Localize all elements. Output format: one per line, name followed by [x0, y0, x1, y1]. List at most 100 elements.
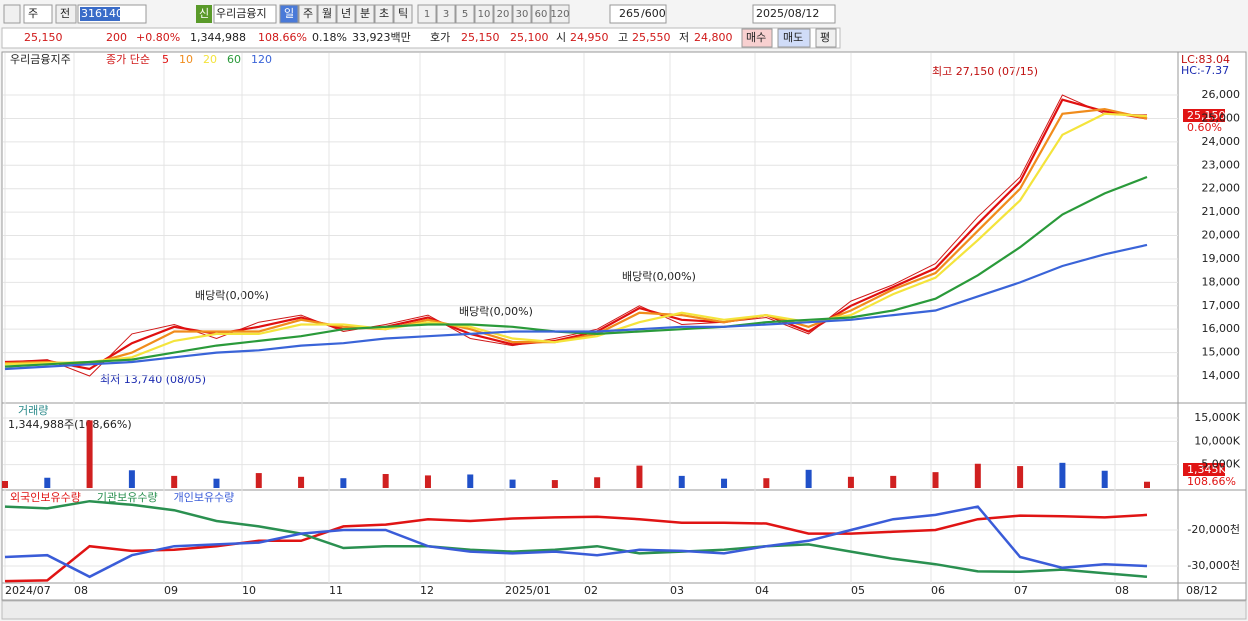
legend-title: 우리금융지주	[10, 53, 71, 66]
y-tick-label: -20,000천	[1187, 522, 1240, 536]
name-box[interactable]	[213, 4, 277, 24]
interval-button[interactable]	[493, 4, 513, 24]
dividend-annotation: 배당락(0,00%)	[195, 289, 269, 302]
price: 25,150	[24, 31, 63, 44]
period-button[interactable]	[355, 4, 375, 24]
dividend-annotation: 배당락(0,00%)	[459, 305, 533, 318]
last-volume-box	[1183, 463, 1225, 476]
x-tick-label: 09	[164, 584, 178, 597]
y-tick-label: 24,000	[1202, 135, 1241, 148]
y-tick-label: 10,000K	[1194, 434, 1240, 447]
period: 일	[284, 6, 294, 20]
period-button[interactable]	[317, 4, 337, 24]
period-button[interactable]	[298, 4, 318, 24]
last-price-box	[1183, 109, 1225, 122]
interval: 3	[443, 9, 449, 20]
period: 초	[379, 7, 389, 20]
period-button[interactable]	[336, 4, 356, 24]
open: 24,950	[570, 31, 609, 44]
interval-button[interactable]	[550, 4, 570, 24]
y-tick-label: 5,000K	[1201, 458, 1240, 471]
y-tick-label: 19,000	[1202, 252, 1241, 265]
interval: 10	[478, 9, 491, 20]
interval-button[interactable]	[417, 4, 437, 24]
count-box[interactable]	[609, 4, 667, 24]
amount: 33,923백만	[352, 31, 411, 44]
volume-bar	[1144, 481, 1150, 488]
volume-bar	[932, 472, 939, 488]
period-button[interactable]	[393, 4, 413, 24]
market: 주	[28, 7, 38, 20]
y-tick-label: 20,000	[1202, 229, 1241, 242]
avg: 평	[820, 31, 830, 44]
bid: 25,100	[510, 31, 549, 44]
scrollbar[interactable]	[1, 600, 1247, 620]
x-tick-label: 07	[1014, 584, 1028, 597]
period-button[interactable]	[374, 4, 394, 24]
x-tick-label: 2025/01	[505, 584, 551, 597]
sell-button[interactable]	[777, 28, 811, 48]
market-select[interactable]	[23, 4, 53, 24]
volume-bar	[1101, 470, 1108, 488]
x-tick-label: 2024/07	[5, 584, 51, 597]
low: 24,800	[694, 31, 733, 44]
code: 316140	[81, 7, 123, 20]
x-last: 08/12	[1186, 584, 1218, 597]
series-line	[4, 112, 1148, 366]
stock-name: 우리금융지	[216, 7, 267, 20]
x-tick-label: 10	[242, 584, 256, 597]
volume: 1,344,988	[190, 31, 246, 44]
high-annotation: 최고 27,150 (07/15)	[932, 65, 1038, 78]
volume-bar	[763, 478, 770, 488]
turnover: 0.18%	[312, 31, 347, 44]
series-line	[4, 505, 1148, 579]
toolbar: 주 전 316140 신 우리금융지 265 /600 2025/08/12 일…	[3, 4, 836, 24]
volume-bar	[86, 420, 93, 488]
avg-button[interactable]	[815, 28, 837, 48]
legend-entry: 120	[251, 53, 272, 66]
open-label: 시	[556, 31, 566, 44]
volume-bar	[1017, 466, 1024, 488]
period: 틱	[398, 7, 408, 20]
y-tick-label: 15,000K	[1194, 411, 1240, 424]
y-tick-label: 26,000	[1202, 88, 1241, 101]
interval-button[interactable]	[531, 4, 551, 24]
interval-button[interactable]	[512, 4, 532, 24]
change: 200	[106, 31, 127, 44]
volume-ratio: 108.66%	[258, 31, 307, 44]
period-button[interactable]	[279, 4, 299, 24]
x-tick-label: 11	[329, 584, 343, 597]
buy: 매수	[746, 31, 766, 44]
icon[interactable]	[3, 4, 21, 24]
flag: 신	[199, 7, 209, 20]
buy-button[interactable]	[741, 28, 773, 48]
interval-button[interactable]	[455, 4, 475, 24]
ask-label: 호가	[430, 31, 450, 44]
period: 월	[322, 7, 332, 20]
volume-bar	[847, 476, 854, 488]
x-tick-label: 08	[1115, 584, 1129, 597]
ask: 25,150	[461, 31, 500, 44]
interval-button[interactable]	[436, 4, 456, 24]
x-tick-label: 06	[931, 584, 945, 597]
legend-entry: 기관보유수량	[97, 491, 158, 504]
volume-bar	[255, 473, 262, 488]
legend-entry: 5	[162, 53, 169, 66]
volume-bar	[594, 477, 601, 488]
last-volume-rate: 108.66%	[1187, 475, 1236, 488]
volume-title: 거래량	[18, 404, 48, 417]
date-box[interactable]	[752, 4, 836, 24]
legend-entry: 60	[227, 53, 241, 66]
volume-bar	[974, 463, 981, 488]
date: 2025/08/12	[756, 7, 819, 20]
volume-bar	[424, 475, 431, 488]
hc: HC:-7.37	[1181, 64, 1229, 77]
y-tick-label: -30,000천	[1187, 558, 1240, 572]
dividend-annotation: 배당락(0,00%)	[622, 270, 696, 283]
y-tick-label: 18,000	[1202, 275, 1241, 288]
y-tick-label: 21,000	[1202, 205, 1241, 218]
interval-button[interactable]	[474, 4, 494, 24]
range-button[interactable]	[55, 4, 77, 24]
y-tick-label: 25,000	[1202, 111, 1241, 124]
y-tick-label: 16,000	[1202, 322, 1241, 335]
